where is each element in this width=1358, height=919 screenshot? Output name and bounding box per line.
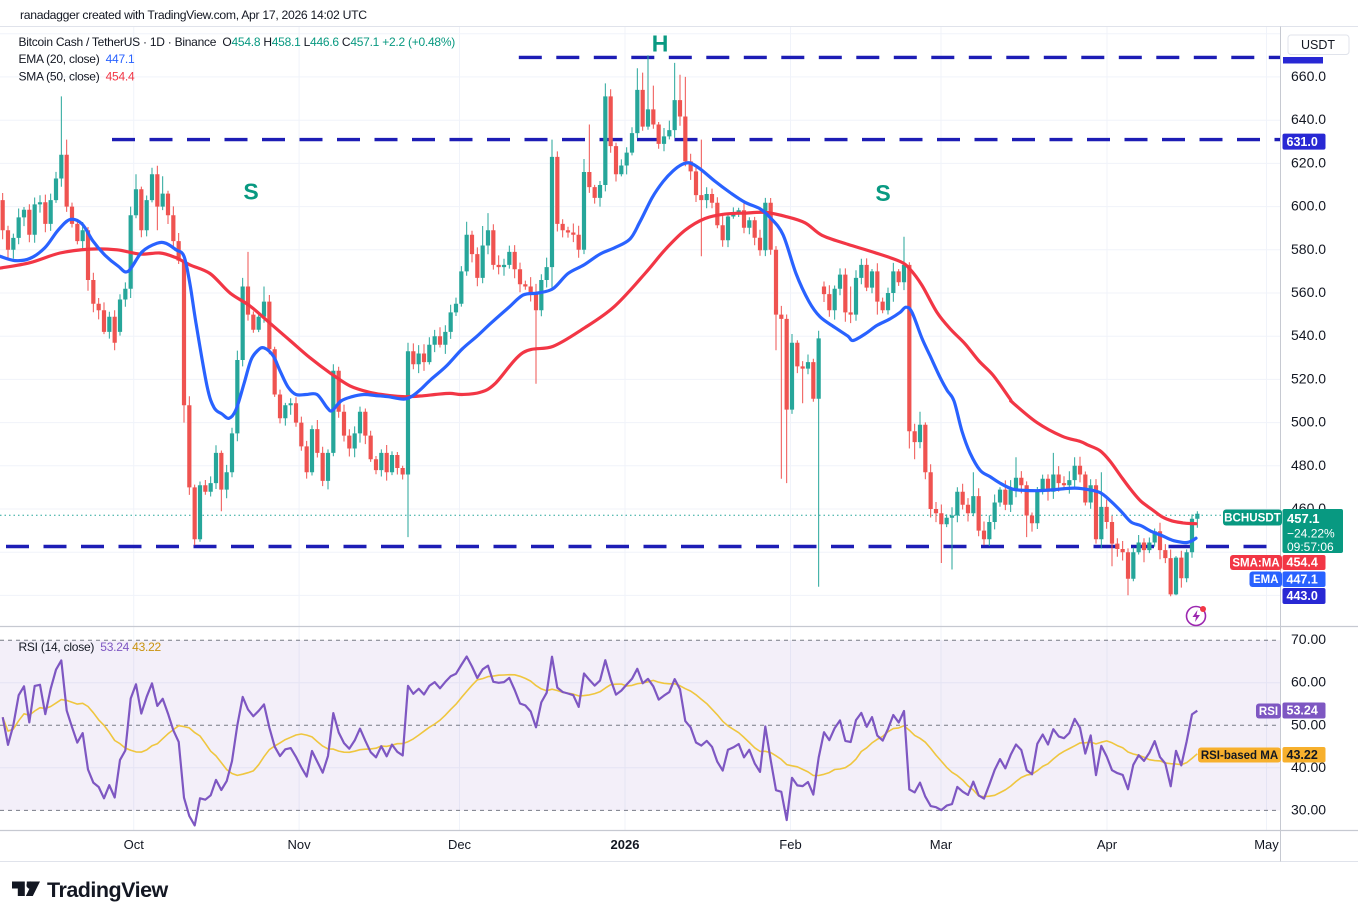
svg-text:457.1: 457.1 (1287, 511, 1320, 526)
svg-text:BCHUSDT: BCHUSDT (1224, 512, 1281, 525)
svg-text:TradingView: TradingView (47, 878, 169, 902)
svg-text:500.0: 500.0 (1291, 414, 1326, 430)
svg-text:631.0: 631.0 (1287, 135, 1318, 149)
svg-text:−24.22%: −24.22% (1287, 527, 1335, 541)
svg-text:EMA (20, close) 447.1: EMA (20, close) 447.1 (19, 52, 135, 66)
svg-text:RSI: RSI (1259, 706, 1278, 718)
svg-text:70.00: 70.00 (1291, 631, 1326, 647)
svg-text:09:57:06: 09:57:06 (1287, 540, 1334, 554)
svg-text:RSI-based MA: RSI-based MA (1201, 750, 1278, 762)
svg-text:50.00: 50.00 (1291, 716, 1326, 732)
svg-text:SMA (50, close) 454.4: SMA (50, close) 454.4 (19, 70, 135, 84)
svg-text:Oct: Oct (124, 837, 145, 852)
svg-text:S: S (875, 180, 890, 206)
svg-text:USDT: USDT (1301, 38, 1335, 52)
svg-text:Mar: Mar (930, 837, 953, 852)
svg-text:Bitcoin Cash / TetherUS · 1D ·: Bitcoin Cash / TetherUS · 1D · Binance O… (19, 35, 456, 49)
svg-text:480.0: 480.0 (1291, 457, 1326, 473)
svg-text:660.0: 660.0 (1291, 68, 1326, 84)
svg-text:Feb: Feb (779, 837, 801, 852)
svg-text:RSI (14, close) 53.24 43.22: RSI (14, close) 53.24 43.22 (19, 640, 162, 654)
svg-text:ranadagger created with Tradin: ranadagger created with TradingView.com,… (20, 8, 367, 22)
svg-text:580.0: 580.0 (1291, 241, 1326, 257)
svg-text:Nov: Nov (288, 837, 312, 852)
svg-text:43.22: 43.22 (1287, 748, 1318, 762)
svg-text:Dec: Dec (448, 837, 472, 852)
svg-text:May: May (1254, 837, 1279, 852)
svg-text:30.00: 30.00 (1291, 801, 1326, 817)
svg-text:60.00: 60.00 (1291, 674, 1326, 690)
svg-text:620.0: 620.0 (1291, 154, 1326, 170)
svg-text:Apr: Apr (1097, 837, 1118, 852)
svg-text:600.0: 600.0 (1291, 198, 1326, 214)
svg-text:40.00: 40.00 (1291, 759, 1326, 775)
svg-text:443.0: 443.0 (1287, 589, 1318, 603)
svg-text:640.0: 640.0 (1291, 111, 1326, 127)
svg-text:53.24: 53.24 (1287, 704, 1318, 718)
svg-text:2026: 2026 (611, 837, 640, 852)
svg-text:H: H (652, 31, 669, 57)
svg-text:454.4: 454.4 (1287, 556, 1318, 570)
svg-text:S: S (243, 179, 258, 205)
svg-text:EMA: EMA (1253, 574, 1279, 586)
svg-text:447.1: 447.1 (1287, 573, 1318, 587)
svg-text:540.0: 540.0 (1291, 327, 1326, 343)
svg-text:520.0: 520.0 (1291, 370, 1326, 386)
svg-text:SMA:MA: SMA:MA (1232, 558, 1279, 570)
svg-text:560.0: 560.0 (1291, 284, 1326, 300)
